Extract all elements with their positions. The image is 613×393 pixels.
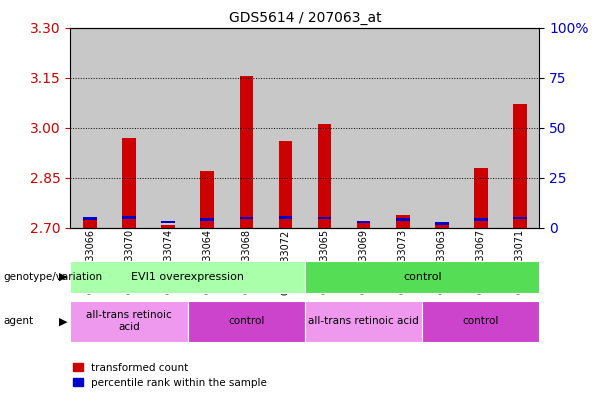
Bar <box>318 124 332 228</box>
Bar <box>435 222 449 224</box>
Bar <box>474 218 488 220</box>
Bar <box>188 28 227 228</box>
Bar <box>422 28 462 228</box>
Bar <box>240 217 253 219</box>
Bar <box>161 224 175 228</box>
Bar <box>70 28 110 228</box>
Text: ▶: ▶ <box>59 316 67 326</box>
Bar <box>357 220 370 223</box>
Bar <box>149 28 188 228</box>
Bar <box>278 216 292 219</box>
Bar <box>396 215 409 228</box>
Bar <box>474 168 488 228</box>
Text: ▶: ▶ <box>59 272 67 282</box>
Bar <box>462 28 500 228</box>
Title: GDS5614 / 207063_at: GDS5614 / 207063_at <box>229 11 381 25</box>
Text: agent: agent <box>3 316 33 326</box>
Bar <box>344 28 383 228</box>
Bar <box>122 138 136 228</box>
Text: all-trans retinoic
acid: all-trans retinoic acid <box>86 310 172 332</box>
Bar <box>266 28 305 228</box>
Text: genotype/variation: genotype/variation <box>3 272 102 282</box>
Bar <box>200 218 214 220</box>
Bar <box>83 218 97 228</box>
Bar <box>513 217 527 219</box>
Text: control: control <box>228 316 265 326</box>
Text: all-trans retinoic acid: all-trans retinoic acid <box>308 316 419 326</box>
Bar <box>500 28 539 228</box>
Bar <box>161 220 175 223</box>
Bar <box>278 141 292 228</box>
Text: EVI1 overexpression: EVI1 overexpression <box>131 272 244 282</box>
Bar <box>110 28 149 228</box>
Legend: transformed count, percentile rank within the sample: transformed count, percentile rank withi… <box>72 363 267 388</box>
Bar <box>200 171 214 228</box>
Bar <box>435 224 449 228</box>
Text: control: control <box>403 272 441 282</box>
Bar <box>305 28 344 228</box>
Bar <box>357 221 370 228</box>
Bar <box>240 76 253 228</box>
Bar <box>396 218 409 221</box>
Text: control: control <box>463 316 499 326</box>
Bar <box>83 217 97 220</box>
Bar <box>227 28 266 228</box>
Bar <box>318 217 332 219</box>
Bar <box>383 28 422 228</box>
Bar <box>122 216 136 219</box>
Bar <box>513 104 527 228</box>
